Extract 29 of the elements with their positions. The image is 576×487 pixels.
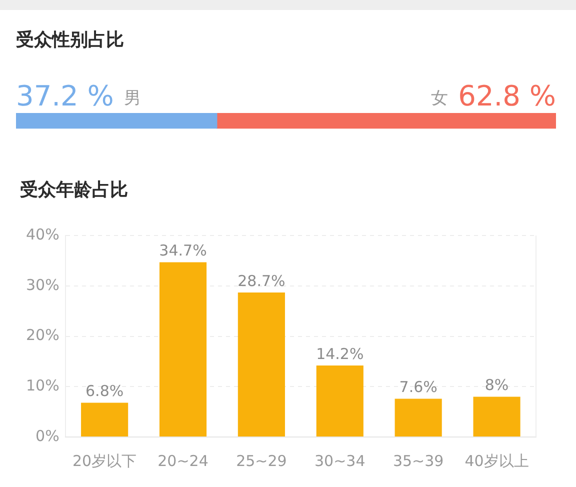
data-label: 28.7%: [238, 272, 286, 290]
bar: [394, 398, 442, 436]
x-tick-label: 20岁以下: [72, 452, 137, 470]
data-label: 14.2%: [316, 344, 364, 363]
x-tick-label: 20~24: [158, 452, 208, 470]
x-tick-label: 35~39: [392, 452, 444, 470]
x-tick-label: 30~34: [314, 452, 366, 470]
data-label: 6.8%: [86, 382, 124, 400]
bar: [159, 262, 207, 436]
data-label: 62.8 %: [458, 79, 556, 112]
data-label: 37.2 %: [16, 79, 114, 112]
data-label: 34.7%: [159, 242, 207, 260]
series-label: 男: [124, 88, 141, 108]
x-tick-label: 25~29: [236, 452, 287, 470]
data-label: 7.6%: [399, 378, 438, 396]
bar: [473, 396, 520, 436]
bar: [316, 366, 364, 436]
series-label: 女: [431, 88, 448, 108]
data-label: 8%: [484, 376, 509, 394]
x-tick-label: 40岁以上: [464, 452, 529, 470]
y-tick-label: 30%: [26, 276, 60, 294]
chart-title: 受众年龄占比: [20, 179, 128, 200]
bar: [81, 402, 128, 436]
y-tick-label: 20%: [26, 326, 60, 344]
y-tick-label: 40%: [26, 225, 60, 244]
chart-title: 受众性别占比: [16, 29, 124, 50]
y-tick-label: 0%: [36, 426, 60, 445]
y-tick-label: 10%: [26, 376, 60, 395]
bar: [238, 292, 285, 436]
